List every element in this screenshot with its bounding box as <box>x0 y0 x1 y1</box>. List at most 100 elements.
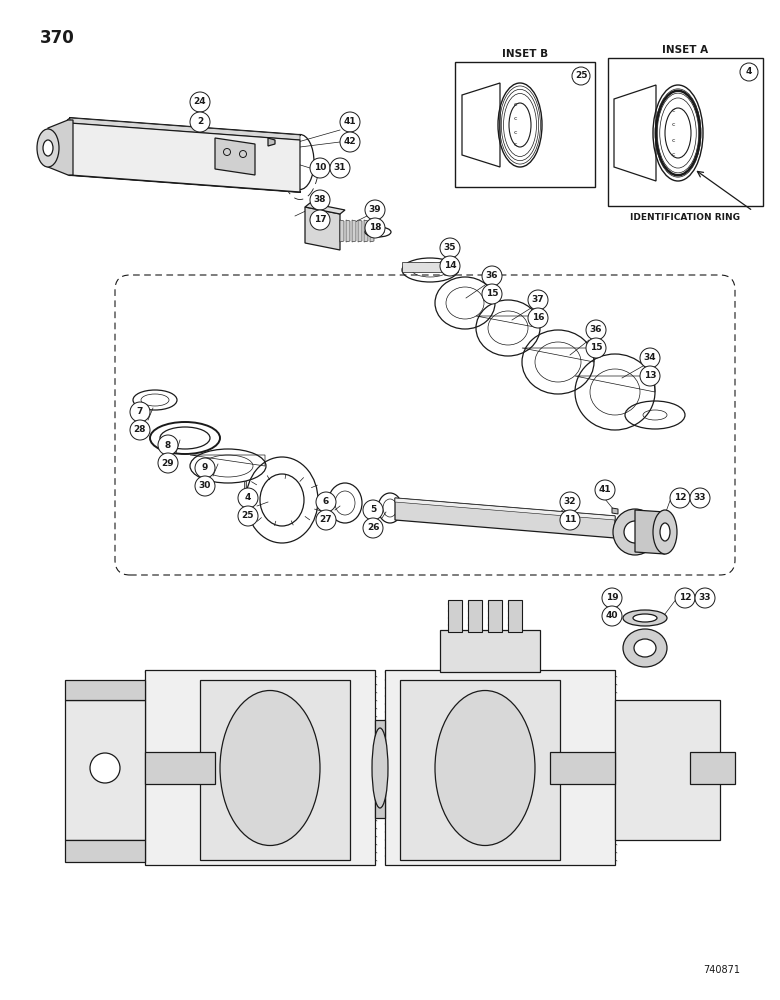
Circle shape <box>602 588 622 608</box>
Text: 41: 41 <box>344 117 356 126</box>
Polygon shape <box>690 752 735 784</box>
Ellipse shape <box>43 140 53 156</box>
Ellipse shape <box>90 753 120 783</box>
Ellipse shape <box>435 690 535 846</box>
Circle shape <box>586 338 606 358</box>
Polygon shape <box>440 630 540 672</box>
Text: 40: 40 <box>606 611 619 620</box>
Text: 12: 12 <box>674 493 686 502</box>
Text: 11: 11 <box>564 516 576 524</box>
Polygon shape <box>200 680 350 860</box>
Polygon shape <box>385 670 615 865</box>
Circle shape <box>316 510 336 530</box>
Circle shape <box>740 63 758 81</box>
Text: c: c <box>672 138 675 143</box>
Text: 7: 7 <box>136 408 144 416</box>
Circle shape <box>330 158 350 178</box>
Text: 24: 24 <box>193 98 207 106</box>
Text: 30: 30 <box>199 482 211 490</box>
Ellipse shape <box>653 510 677 554</box>
Polygon shape <box>65 700 145 840</box>
Circle shape <box>340 132 360 152</box>
Polygon shape <box>550 752 615 784</box>
Circle shape <box>440 238 460 258</box>
Polygon shape <box>488 600 502 632</box>
Text: 34: 34 <box>644 354 656 362</box>
Circle shape <box>130 402 150 422</box>
Text: 10: 10 <box>314 163 326 172</box>
Polygon shape <box>48 120 73 175</box>
Circle shape <box>602 606 622 626</box>
Ellipse shape <box>372 728 388 808</box>
Circle shape <box>670 488 690 508</box>
Polygon shape <box>215 138 255 175</box>
Text: 33: 33 <box>699 593 711 602</box>
Text: c: c <box>672 122 675 127</box>
Text: 19: 19 <box>606 593 619 602</box>
Text: c: c <box>513 103 516 107</box>
Text: c: c <box>513 129 516 134</box>
Circle shape <box>640 366 660 386</box>
Polygon shape <box>375 720 385 818</box>
Circle shape <box>340 112 360 132</box>
Circle shape <box>690 488 710 508</box>
Circle shape <box>528 290 548 310</box>
Circle shape <box>560 510 580 530</box>
Polygon shape <box>402 262 458 272</box>
Polygon shape <box>352 220 356 242</box>
Text: 39: 39 <box>369 206 381 215</box>
Text: 35: 35 <box>444 243 456 252</box>
Text: 4: 4 <box>245 493 251 502</box>
Circle shape <box>158 435 178 455</box>
Ellipse shape <box>660 523 670 541</box>
Circle shape <box>365 218 385 238</box>
Text: IDENTIFICATION RING: IDENTIFICATION RING <box>630 214 740 223</box>
Text: c: c <box>672 152 675 157</box>
Text: 16: 16 <box>532 314 544 322</box>
Ellipse shape <box>623 610 667 626</box>
Polygon shape <box>364 220 368 242</box>
Text: 28: 28 <box>133 426 147 434</box>
Text: c: c <box>672 108 675 113</box>
Polygon shape <box>468 600 482 632</box>
Text: 25: 25 <box>575 72 587 81</box>
Text: 6: 6 <box>323 497 329 506</box>
Circle shape <box>640 348 660 368</box>
Circle shape <box>482 284 502 304</box>
Polygon shape <box>145 752 215 784</box>
Circle shape <box>528 308 548 328</box>
Polygon shape <box>508 600 522 632</box>
Circle shape <box>363 500 383 520</box>
Text: 37: 37 <box>532 296 544 304</box>
Circle shape <box>363 518 383 538</box>
Circle shape <box>190 112 210 132</box>
Circle shape <box>365 200 385 220</box>
Circle shape <box>440 256 460 276</box>
Text: 370: 370 <box>40 29 75 47</box>
Polygon shape <box>65 840 145 862</box>
Polygon shape <box>395 498 615 520</box>
Ellipse shape <box>613 509 657 555</box>
Ellipse shape <box>633 614 657 622</box>
Circle shape <box>572 67 590 85</box>
Circle shape <box>190 92 210 112</box>
Circle shape <box>695 588 715 608</box>
Text: 2: 2 <box>197 117 203 126</box>
Text: 36: 36 <box>590 326 602 334</box>
Text: 25: 25 <box>242 512 254 520</box>
Polygon shape <box>358 220 362 242</box>
Text: 38: 38 <box>314 196 326 205</box>
Text: INSET B: INSET B <box>502 49 548 59</box>
Ellipse shape <box>634 639 656 657</box>
Text: 27: 27 <box>320 516 332 524</box>
Text: 15: 15 <box>590 344 602 353</box>
Text: 29: 29 <box>161 458 174 468</box>
Polygon shape <box>395 498 615 538</box>
Polygon shape <box>615 700 720 840</box>
Text: 13: 13 <box>644 371 656 380</box>
Circle shape <box>195 458 215 478</box>
Text: 36: 36 <box>486 271 498 280</box>
Polygon shape <box>400 680 560 860</box>
Polygon shape <box>612 508 618 514</box>
Circle shape <box>310 158 330 178</box>
